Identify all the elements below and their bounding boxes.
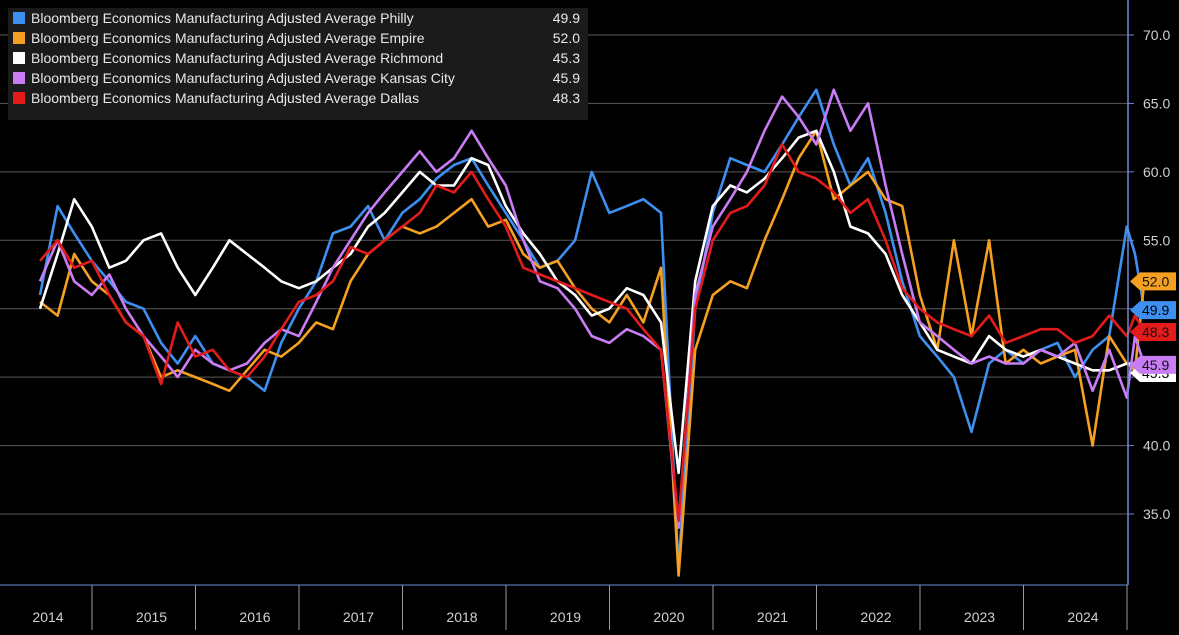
legend-swatch (13, 72, 25, 84)
legend-label: Bloomberg Economics Manufacturing Adjust… (31, 50, 444, 66)
marker-flag (1130, 272, 1176, 291)
last-value-marker: 48.3 (1130, 322, 1176, 341)
x-tick-label: 2018 (446, 609, 477, 625)
series-line (38, 129, 1146, 475)
series-line (39, 143, 1146, 523)
marker-flag (1130, 355, 1176, 374)
marker-label: 49.9 (1142, 302, 1169, 318)
legend-value: 52.0 (552, 30, 580, 46)
legend-swatch (13, 12, 25, 24)
legend-item-empire: Bloomberg Economics Manufacturing Adjust… (8, 28, 588, 48)
x-tick-label: 2020 (653, 609, 684, 625)
x-tick-label: 2015 (136, 609, 167, 625)
last-value-markers: 49.952.045.345.948.3 (1130, 272, 1176, 383)
legend-value: 48.3 (552, 90, 580, 106)
x-axis: 2014 2015 2016 2017 2018 2019 2020 2021 2022 2023… (0, 584, 1128, 630)
x-tick-label: 2021 (757, 609, 788, 625)
legend-swatch (13, 92, 25, 104)
legend-label: Bloomberg Economics Manufacturing Adjust… (31, 30, 425, 46)
x-tick-label: 2023 (964, 609, 995, 625)
x-tick-label: 2022 (860, 609, 891, 625)
x-tick-label: 2024 (1067, 609, 1098, 625)
y-tick-label: 65.0 (1143, 95, 1170, 111)
y-tick-label: 70.0 (1143, 27, 1170, 43)
legend-item-philly: Bloomberg Economics Manufacturing Adjust… (8, 8, 588, 28)
legend-value: 49.9 (552, 10, 580, 26)
series-line (38, 88, 1146, 530)
y-tick-label: 35.0 (1143, 506, 1170, 522)
legend: Bloomberg Economics Manufacturing Adjust… (8, 8, 588, 120)
legend-label: Bloomberg Economics Manufacturing Adjust… (31, 90, 420, 106)
y-tick-label: 55.0 (1143, 232, 1170, 248)
legend-label: Bloomberg Economics Manufacturing Adjust… (31, 70, 455, 86)
last-value-marker: 49.9 (1130, 301, 1176, 320)
marker-label: 45.9 (1142, 357, 1169, 373)
legend-label: Bloomberg Economics Manufacturing Adjust… (31, 10, 414, 26)
marker-label: 52.0 (1142, 273, 1169, 289)
marker-flag (1130, 301, 1176, 320)
series-lines (38, 88, 1146, 577)
legend-swatch (13, 52, 25, 64)
series-line (39, 129, 1146, 577)
legend-value: 45.3 (552, 50, 580, 66)
x-tick-label: 2019 (550, 609, 581, 625)
legend-value: 45.9 (552, 70, 580, 86)
marker-label: 48.3 (1142, 324, 1169, 340)
y-tick-label: 40.0 (1143, 438, 1170, 454)
y-axis: 35.040.045.050.055.060.065.070.0 (1127, 0, 1170, 585)
x-tick-label: 2017 (343, 609, 374, 625)
legend-item-dallas: Bloomberg Economics Manufacturing Adjust… (8, 88, 588, 108)
legend-item-kansas-city: Bloomberg Economics Manufacturing Adjust… (8, 68, 588, 88)
x-tick-label: 2016 (239, 609, 270, 625)
y-tick-label: 60.0 (1143, 164, 1170, 180)
x-tick-label: 2014 (32, 609, 63, 625)
marker-flag (1130, 322, 1176, 341)
last-value-marker: 52.0 (1130, 272, 1176, 291)
legend-item-richmond: Bloomberg Economics Manufacturing Adjust… (8, 48, 588, 68)
last-value-marker: 45.9 (1130, 355, 1176, 374)
legend-swatch (13, 32, 25, 44)
